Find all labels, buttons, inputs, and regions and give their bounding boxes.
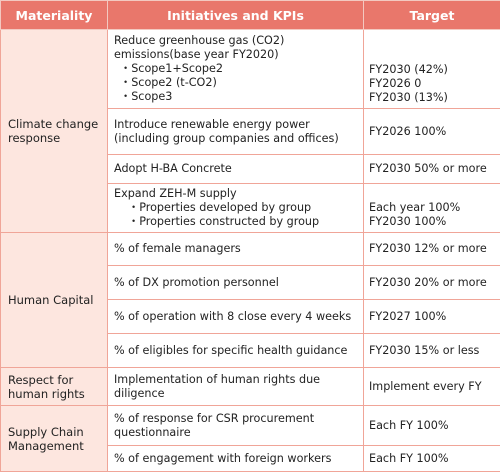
initiative-cell: % of female managers	[108, 233, 364, 266]
target-value: Implement every FY	[369, 380, 495, 394]
target-cell: Each FY 100%	[364, 446, 500, 472]
initiative-line: % of engagement with foreign workers	[114, 452, 358, 466]
target-value: FY2030 12% or more	[369, 242, 495, 256]
target-cell: FY2027 100%	[364, 300, 500, 334]
initiative-line: Adopt H-BA Concrete	[114, 162, 358, 176]
initiative-line: Expand ZEH-M supply	[114, 187, 358, 201]
initiative-sub-item: ・Properties developed by group	[114, 201, 358, 215]
initiative-line: questionnaire	[114, 426, 358, 440]
initiative-cell: % of DX promotion personnel	[108, 266, 364, 300]
target-cell: Implement every FY	[364, 368, 500, 406]
target-value: FY2030 50% or more	[369, 162, 495, 176]
target-value: FY2030 100%	[369, 215, 495, 229]
initiative-line: % of response for CSR procurement	[114, 412, 358, 426]
initiative-line: Introduce renewable energy power	[114, 118, 358, 132]
materiality-label: Climate change response	[8, 117, 102, 145]
target-value: FY2030 (13%)	[369, 91, 495, 105]
target-cell: FY2030 20% or more	[364, 266, 500, 300]
table-row: Human Capital % of female managers FY203…	[1, 233, 500, 266]
initiative-line: % of eligibles for specific health guida…	[114, 344, 358, 358]
initiative-cell: % of response for CSR procurement questi…	[108, 406, 364, 446]
target-value: FY2027 100%	[369, 310, 495, 324]
target-value: FY2026 0	[369, 77, 495, 91]
initiative-sub-item: ・Scope1+Scope2	[114, 62, 358, 76]
materiality-cell: Supply Chain Management	[1, 406, 108, 472]
materiality-label: Human Capital	[8, 293, 102, 307]
initiative-line: Implementation of human rights due	[114, 373, 358, 387]
header-row: Materiality Initiatives and KPIs Target	[1, 1, 500, 30]
initiative-line: diligence	[114, 387, 358, 401]
target-value: Each FY 100%	[369, 419, 495, 433]
header-target: Target	[364, 1, 500, 30]
initiative-sub-item: ・Properties constructed by group	[114, 215, 358, 229]
initiative-cell: Introduce renewable energy power (includ…	[108, 109, 364, 155]
target-value: Each FY 100%	[369, 452, 495, 466]
materiality-label: Respect for human rights	[8, 373, 102, 401]
initiative-cell: Implementation of human rights due dilig…	[108, 368, 364, 406]
target-value: FY2030 15% or less	[369, 344, 495, 358]
initiative-cell: Adopt H-BA Concrete	[108, 155, 364, 184]
initiative-line: Reduce greenhouse gas (CO2)	[114, 34, 358, 48]
materiality-label: Supply Chain Management	[8, 425, 102, 453]
table-row: Respect for human rights Implementation …	[1, 368, 500, 406]
materiality-cell: Human Capital	[1, 233, 108, 368]
target-cell: FY2030 12% or more	[364, 233, 500, 266]
target-cell: FY2030 50% or more	[364, 155, 500, 184]
table-row: Climate change response Reduce greenhous…	[1, 30, 500, 109]
header-initiatives: Initiatives and KPIs	[108, 1, 364, 30]
initiative-cell: % of engagement with foreign workers	[108, 446, 364, 472]
target-cell: FY2030 (42%) FY2026 0 FY2030 (13%)	[364, 30, 500, 109]
initiative-line: (including group companies and offices)	[114, 132, 358, 146]
initiative-sub-item: ・Scope3	[114, 90, 358, 104]
initiative-cell: Expand ZEH-M supply ・Properties develope…	[108, 184, 364, 233]
initiative-cell: Reduce greenhouse gas (CO2) emissions(ba…	[108, 30, 364, 109]
initiative-cell: % of operation with 8 close every 4 week…	[108, 300, 364, 334]
initiative-cell: % of eligibles for specific health guida…	[108, 334, 364, 368]
target-value: FY2030 20% or more	[369, 276, 495, 290]
initiative-sub-item: ・Scope2 (t-CO2)	[114, 76, 358, 90]
initiative-line: % of operation with 8 close every 4 week…	[114, 310, 358, 324]
initiative-line: % of DX promotion personnel	[114, 276, 358, 290]
target-cell: Each year 100% FY2030 100%	[364, 184, 500, 233]
initiative-line: emissions(base year FY2020)	[114, 48, 358, 62]
target-value: FY2026 100%	[369, 125, 495, 139]
target-value: FY2030 (42%)	[369, 63, 495, 77]
materiality-cell: Respect for human rights	[1, 368, 108, 406]
initiative-line: % of female managers	[114, 242, 358, 256]
target-value: Each year 100%	[369, 201, 495, 215]
header-materiality: Materiality	[1, 1, 108, 30]
target-cell: FY2026 100%	[364, 109, 500, 155]
materiality-cell: Climate change response	[1, 30, 108, 233]
target-cell: FY2030 15% or less	[364, 334, 500, 368]
target-cell: Each FY 100%	[364, 406, 500, 446]
table-row: Supply Chain Management % of response fo…	[1, 406, 500, 446]
